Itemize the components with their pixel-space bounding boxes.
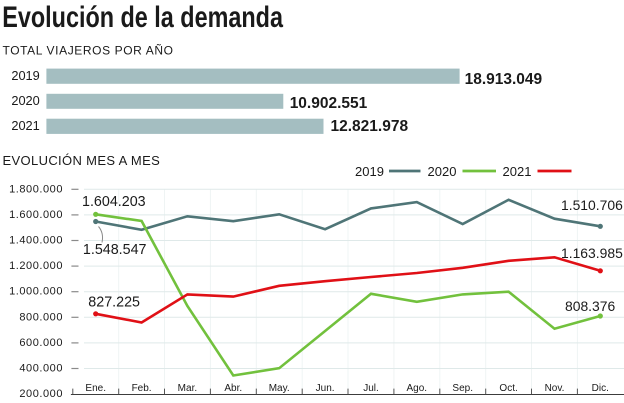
svg-text:Sep.: Sep. (452, 383, 473, 394)
svg-text:827.225: 827.225 (88, 295, 140, 311)
svg-text:1.163.985: 1.163.985 (561, 245, 623, 261)
svg-text:Nov.: Nov. (545, 383, 565, 394)
svg-text:2019: 2019 (11, 68, 39, 83)
svg-text:10.902.551: 10.902.551 (290, 95, 368, 112)
svg-text:2021: 2021 (11, 118, 39, 133)
svg-text:600.000: 600.000 (19, 337, 63, 349)
svg-text:200.000: 200.000 (19, 388, 63, 400)
svg-text:Ago.: Ago. (407, 383, 428, 394)
svg-text:2021: 2021 (503, 164, 532, 179)
svg-text:1.200.000: 1.200.000 (9, 260, 63, 272)
svg-text:Evolución de la demanda: Evolución de la demanda (2, 1, 283, 34)
svg-text:Mar.: Mar. (178, 383, 197, 394)
svg-text:800.000: 800.000 (19, 311, 63, 323)
svg-text:1.800.000: 1.800.000 (9, 183, 63, 195)
svg-text:Oct.: Oct. (499, 383, 517, 394)
svg-text:1.510.706: 1.510.706 (561, 197, 623, 213)
svg-text:Dic.: Dic. (592, 383, 609, 394)
svg-text:May.: May. (269, 383, 290, 394)
svg-text:12.821.978: 12.821.978 (331, 118, 409, 135)
svg-text:Jul.: Jul. (363, 383, 379, 394)
svg-text:2020: 2020 (11, 93, 39, 108)
svg-text:808.376: 808.376 (565, 298, 615, 314)
svg-text:Feb.: Feb. (132, 383, 152, 394)
svg-text:1.604.203: 1.604.203 (82, 194, 146, 210)
svg-text:Abr.: Abr. (224, 383, 242, 394)
svg-text:1.000.000: 1.000.000 (9, 286, 63, 298)
svg-text:18.913.049: 18.913.049 (465, 71, 543, 88)
svg-text:1.600.000: 1.600.000 (9, 209, 63, 221)
svg-text:400.000: 400.000 (19, 363, 63, 375)
svg-text:EVOLUCIÓN MES A MES: EVOLUCIÓN MES A MES (3, 153, 161, 168)
svg-text:2019: 2019 (355, 164, 384, 179)
svg-text:1.400.000: 1.400.000 (9, 235, 63, 247)
svg-text:Ene.: Ene. (85, 383, 106, 394)
svg-text:Jun.: Jun. (316, 383, 335, 394)
svg-text:TOTAL VIAJEROS POR AÑO: TOTAL VIAJEROS POR AÑO (3, 44, 174, 58)
svg-text:2020: 2020 (428, 164, 457, 179)
svg-text:1.548.547: 1.548.547 (83, 242, 147, 258)
